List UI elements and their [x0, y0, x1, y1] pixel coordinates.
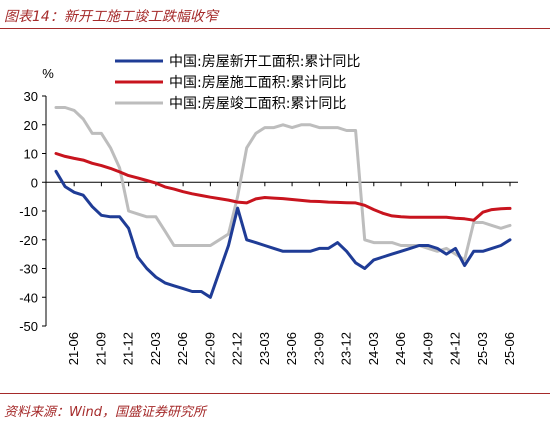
x-tick-label: 23-06: [284, 332, 299, 365]
line-chart: 30 20 10 0 -10 -20 -30 -40 -50% 21-06 21-09 21-12 22…: [19, 54, 518, 365]
y-tick-label: -10: [19, 204, 38, 219]
title-divider: [0, 28, 550, 29]
legend-label-1: 中国:房屋施工面积:累计同比: [169, 75, 346, 91]
chart-axes: 30 20 10 0 -10 -20 -30 -40 -50% 21-06 21-09 21-12 22…: [19, 66, 518, 365]
y-tick-label: 10: [24, 147, 38, 162]
source-note: 资料来源：Wind，国盛证券研究所: [4, 405, 206, 420]
chart-legend: 中国:房屋新开工面积:累计同比中国:房屋施工面积:累计同比中国:房屋竣工面积:累…: [115, 54, 360, 112]
y-tick-label: -30: [19, 262, 38, 277]
x-tick-label: 24-03: [366, 332, 381, 365]
x-tick-label: 25-03: [475, 332, 490, 365]
x-tick-label: 22-12: [230, 332, 245, 365]
y-tick-label: 30: [24, 89, 38, 104]
x-tick-label: 25-06: [502, 332, 517, 365]
x-tick-label: 22-03: [148, 332, 163, 365]
y-unit-label: %: [42, 66, 54, 81]
y-tick-label: 20: [24, 118, 38, 133]
chart-series-lines: [54, 106, 512, 299]
x-tick-label: 21-12: [121, 332, 136, 365]
y-tick-label: 0: [31, 175, 38, 190]
series-line-2: [54, 106, 512, 262]
y-tick-label: -20: [19, 233, 38, 248]
x-tick-label: 24-09: [420, 332, 435, 365]
x-tick-label: 22-09: [202, 332, 217, 365]
series-line-1: [54, 152, 512, 222]
x-tick-label: 21-06: [66, 332, 81, 365]
series-line-0: [54, 169, 512, 299]
legend-label-0: 中国:房屋新开工面积:累计同比: [169, 54, 360, 70]
legend-label-2: 中国:房屋竣工面积:累计同比: [169, 96, 346, 112]
y-tick-label: -40: [19, 290, 38, 305]
source-divider: [0, 393, 550, 394]
figure-title: 图表14：新开工施工竣工跌幅收窄: [4, 9, 218, 25]
y-tick-label: -50: [19, 319, 38, 334]
x-tick-label: 24-06: [393, 332, 408, 365]
x-tick-label: 23-12: [339, 332, 354, 365]
x-tick-label: 21-09: [93, 332, 108, 365]
x-tick-label: 22-06: [175, 332, 190, 365]
x-tick-label: 23-09: [311, 332, 326, 365]
x-tick-label: 24-12: [448, 332, 463, 365]
x-tick-label: 23-03: [257, 332, 272, 365]
